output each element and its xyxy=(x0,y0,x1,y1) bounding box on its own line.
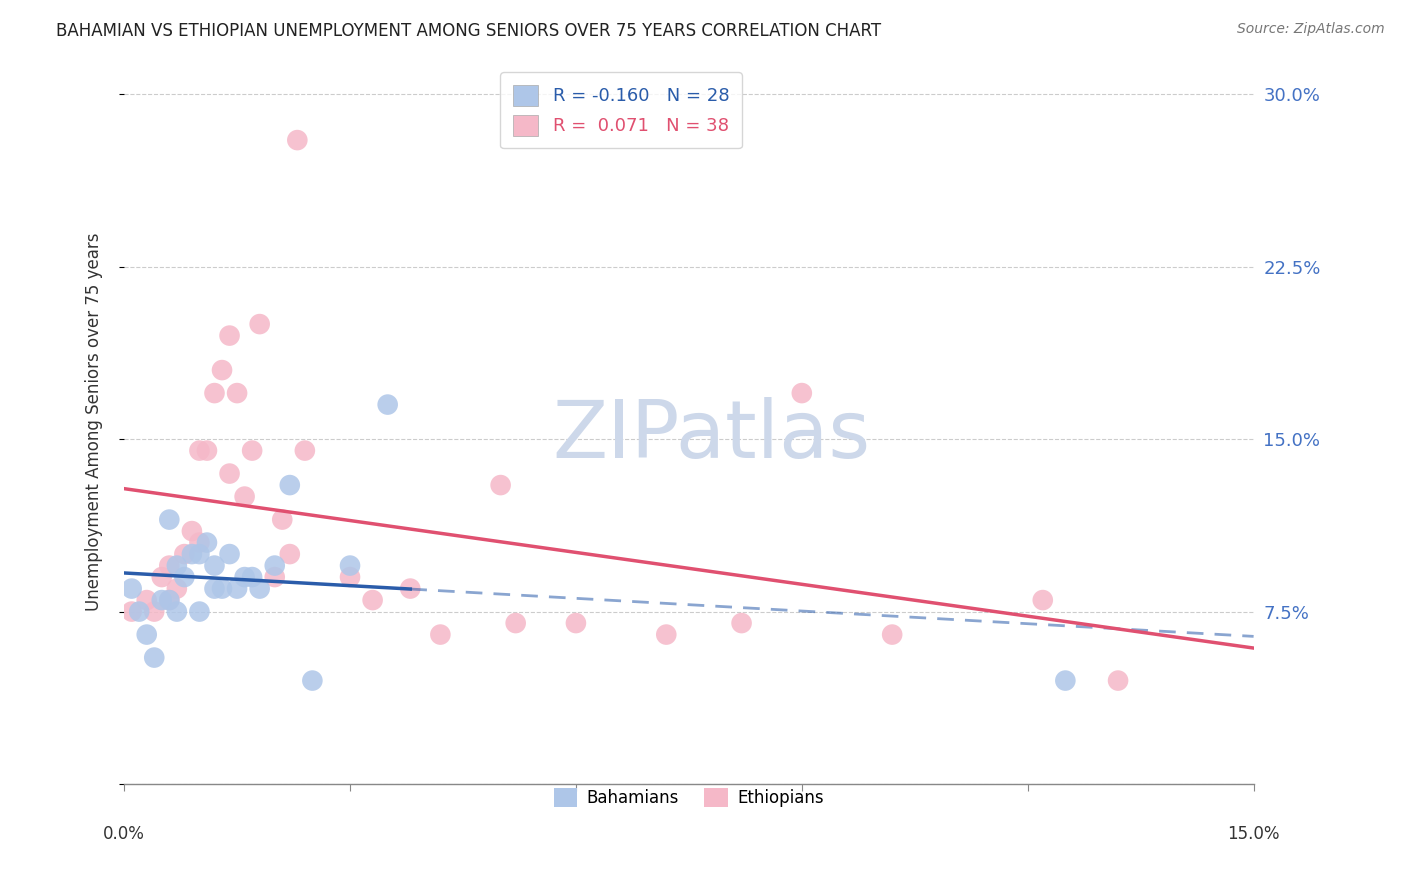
Point xyxy=(489,478,512,492)
Point xyxy=(204,386,226,401)
Point xyxy=(188,443,211,458)
Point xyxy=(150,593,173,607)
Point xyxy=(263,570,285,584)
Point xyxy=(233,570,256,584)
Point xyxy=(121,605,143,619)
Point xyxy=(790,386,813,401)
Point xyxy=(294,443,316,458)
Point xyxy=(135,627,157,641)
Point xyxy=(128,605,150,619)
Point xyxy=(278,478,301,492)
Point xyxy=(211,363,233,377)
Point xyxy=(121,582,143,596)
Point xyxy=(135,593,157,607)
Point xyxy=(218,547,240,561)
Point xyxy=(271,512,294,526)
Point xyxy=(226,386,249,401)
Point xyxy=(188,535,211,549)
Point xyxy=(1107,673,1129,688)
Point xyxy=(211,582,233,596)
Point xyxy=(143,650,166,665)
Point xyxy=(195,443,218,458)
Point xyxy=(1032,593,1054,607)
Point xyxy=(655,627,678,641)
Point xyxy=(180,524,202,538)
Point xyxy=(157,512,180,526)
Point xyxy=(249,582,271,596)
Point xyxy=(730,616,752,631)
Point xyxy=(218,328,240,343)
Point xyxy=(882,627,904,641)
Point xyxy=(429,627,451,641)
Point xyxy=(166,558,188,573)
Point xyxy=(157,593,180,607)
Point xyxy=(150,570,173,584)
Point xyxy=(218,467,240,481)
Point xyxy=(195,535,218,549)
Point xyxy=(249,317,271,331)
Point xyxy=(233,490,256,504)
Point xyxy=(166,582,188,596)
Y-axis label: Unemployment Among Seniors over 75 years: Unemployment Among Seniors over 75 years xyxy=(86,233,103,611)
Point xyxy=(565,616,588,631)
Point xyxy=(339,558,361,573)
Point xyxy=(399,582,422,596)
Point xyxy=(240,443,263,458)
Point xyxy=(204,582,226,596)
Point xyxy=(188,547,211,561)
Point xyxy=(173,570,195,584)
Point xyxy=(143,605,166,619)
Text: 15.0%: 15.0% xyxy=(1227,825,1279,844)
Point xyxy=(226,582,249,596)
Legend: Bahamians, Ethiopians: Bahamians, Ethiopians xyxy=(546,780,832,815)
Point xyxy=(285,133,308,147)
Point xyxy=(157,593,180,607)
Text: ZIPatlas: ZIPatlas xyxy=(553,397,870,475)
Point xyxy=(505,616,527,631)
Point xyxy=(173,547,195,561)
Point xyxy=(240,570,263,584)
Point xyxy=(157,558,180,573)
Text: BAHAMIAN VS ETHIOPIAN UNEMPLOYMENT AMONG SENIORS OVER 75 YEARS CORRELATION CHART: BAHAMIAN VS ETHIOPIAN UNEMPLOYMENT AMONG… xyxy=(56,22,882,40)
Point xyxy=(180,547,202,561)
Point xyxy=(278,547,301,561)
Point xyxy=(166,605,188,619)
Point xyxy=(1054,673,1077,688)
Point xyxy=(188,605,211,619)
Point xyxy=(301,673,323,688)
Point xyxy=(263,558,285,573)
Point xyxy=(204,558,226,573)
Text: Source: ZipAtlas.com: Source: ZipAtlas.com xyxy=(1237,22,1385,37)
Text: 0.0%: 0.0% xyxy=(103,825,145,844)
Point xyxy=(339,570,361,584)
Point xyxy=(377,398,399,412)
Point xyxy=(361,593,384,607)
